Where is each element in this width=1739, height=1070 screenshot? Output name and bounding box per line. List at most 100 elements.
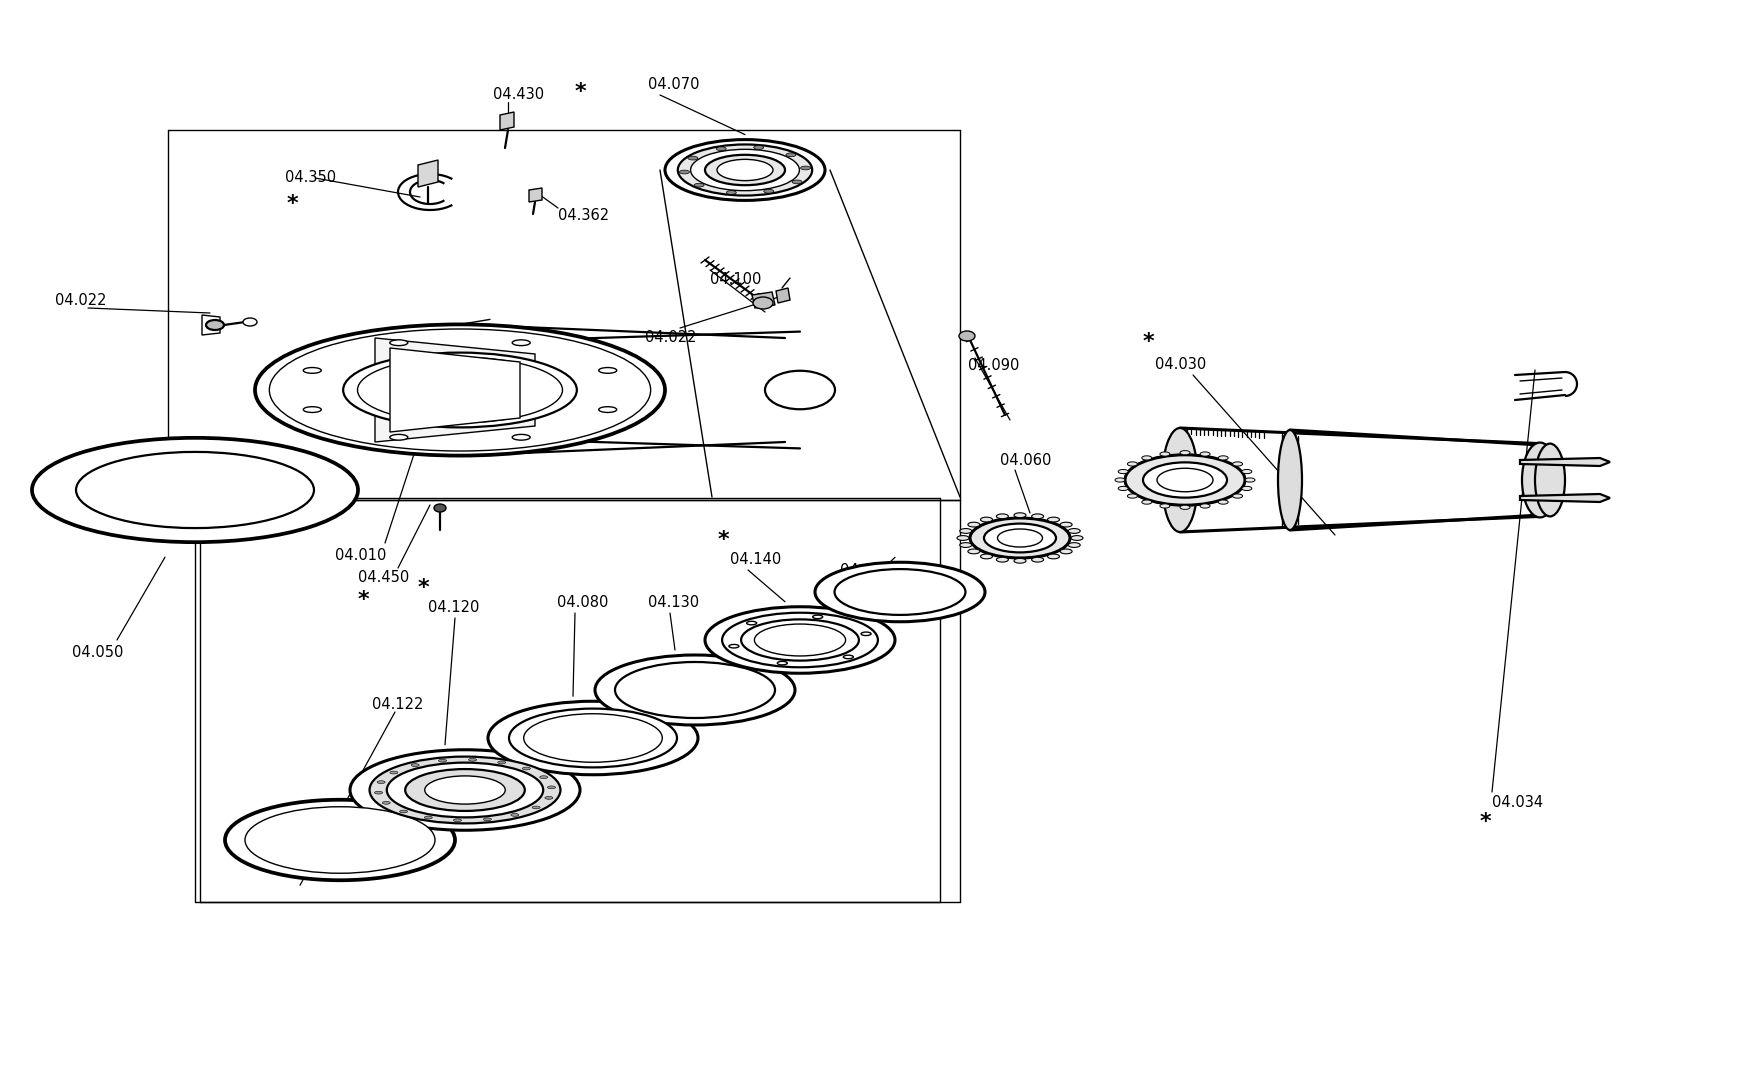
Ellipse shape <box>598 367 616 373</box>
Ellipse shape <box>539 776 548 779</box>
Ellipse shape <box>678 144 812 196</box>
Ellipse shape <box>800 166 810 170</box>
Ellipse shape <box>1143 462 1226 498</box>
Ellipse shape <box>1179 505 1189 509</box>
Ellipse shape <box>981 554 991 559</box>
Polygon shape <box>417 160 438 187</box>
Ellipse shape <box>725 190 736 195</box>
Text: 04.070: 04.070 <box>647 77 699 92</box>
Ellipse shape <box>812 615 823 618</box>
Ellipse shape <box>1231 462 1242 467</box>
Ellipse shape <box>722 613 878 668</box>
Text: *: * <box>358 590 369 610</box>
Text: 04.122: 04.122 <box>372 697 423 712</box>
Text: 04.060: 04.060 <box>1000 453 1050 468</box>
Ellipse shape <box>996 514 1009 519</box>
Text: *: * <box>718 530 729 550</box>
Text: 04.090: 04.090 <box>967 358 1019 373</box>
Ellipse shape <box>704 607 894 673</box>
Ellipse shape <box>1047 517 1059 522</box>
Ellipse shape <box>861 632 871 636</box>
Ellipse shape <box>1047 554 1059 559</box>
Ellipse shape <box>532 806 539 809</box>
Ellipse shape <box>981 517 991 522</box>
Ellipse shape <box>303 407 322 412</box>
Ellipse shape <box>1068 542 1080 548</box>
Ellipse shape <box>1522 443 1556 518</box>
Text: 04.020: 04.020 <box>840 563 890 578</box>
Ellipse shape <box>777 661 786 664</box>
Text: *: * <box>417 578 430 598</box>
Ellipse shape <box>303 367 322 373</box>
Ellipse shape <box>729 644 739 648</box>
Ellipse shape <box>511 813 518 816</box>
Ellipse shape <box>343 353 577 427</box>
Ellipse shape <box>996 557 1009 562</box>
Ellipse shape <box>510 708 676 767</box>
Text: 04.022: 04.022 <box>56 293 106 308</box>
Ellipse shape <box>835 569 965 615</box>
Ellipse shape <box>1115 478 1125 483</box>
Text: 04.450: 04.450 <box>358 570 409 585</box>
Polygon shape <box>776 288 790 303</box>
Polygon shape <box>529 188 541 202</box>
Polygon shape <box>390 348 520 432</box>
Ellipse shape <box>967 549 979 554</box>
Ellipse shape <box>678 170 689 174</box>
Ellipse shape <box>960 542 970 548</box>
Ellipse shape <box>1068 529 1080 533</box>
Ellipse shape <box>753 146 763 150</box>
Text: 04.030: 04.030 <box>1155 357 1205 372</box>
Ellipse shape <box>1125 455 1245 505</box>
Ellipse shape <box>765 370 835 409</box>
Ellipse shape <box>843 655 852 659</box>
Ellipse shape <box>1162 428 1198 532</box>
Text: *: * <box>287 194 299 214</box>
Text: 04.034: 04.034 <box>1490 795 1542 810</box>
Ellipse shape <box>1276 430 1301 530</box>
Ellipse shape <box>386 763 543 817</box>
Ellipse shape <box>664 139 824 200</box>
Ellipse shape <box>741 620 859 660</box>
Ellipse shape <box>77 452 313 529</box>
Ellipse shape <box>544 796 553 799</box>
Ellipse shape <box>1059 549 1071 554</box>
Ellipse shape <box>1242 487 1250 490</box>
Text: 04.120: 04.120 <box>428 600 480 615</box>
Ellipse shape <box>755 624 845 656</box>
Ellipse shape <box>1014 559 1026 563</box>
Ellipse shape <box>511 434 530 440</box>
Ellipse shape <box>523 714 663 762</box>
Ellipse shape <box>1242 470 1250 474</box>
Ellipse shape <box>960 529 970 533</box>
Ellipse shape <box>614 662 774 718</box>
Ellipse shape <box>956 536 969 540</box>
Ellipse shape <box>1534 444 1563 517</box>
Text: 04.140: 04.140 <box>730 552 781 567</box>
Ellipse shape <box>433 504 445 513</box>
Ellipse shape <box>1217 456 1228 460</box>
Polygon shape <box>1520 458 1609 467</box>
Ellipse shape <box>969 518 1069 557</box>
Text: *: * <box>574 82 586 102</box>
Text: 04.350: 04.350 <box>285 170 336 185</box>
Ellipse shape <box>1014 513 1026 518</box>
Polygon shape <box>1520 494 1609 502</box>
Ellipse shape <box>1179 450 1189 455</box>
Text: 04.430: 04.430 <box>492 87 544 102</box>
Ellipse shape <box>1118 470 1127 474</box>
Ellipse shape <box>1059 522 1071 528</box>
Ellipse shape <box>483 817 490 821</box>
Ellipse shape <box>1200 504 1209 508</box>
Ellipse shape <box>497 761 506 764</box>
Ellipse shape <box>1231 494 1242 499</box>
Ellipse shape <box>245 807 435 873</box>
Ellipse shape <box>1217 500 1228 504</box>
Text: 04.100: 04.100 <box>710 272 762 287</box>
Text: 04.022: 04.022 <box>645 330 696 345</box>
Ellipse shape <box>1280 433 1299 526</box>
Ellipse shape <box>595 655 795 725</box>
Ellipse shape <box>511 340 530 346</box>
Ellipse shape <box>984 523 1056 552</box>
Ellipse shape <box>690 150 798 190</box>
